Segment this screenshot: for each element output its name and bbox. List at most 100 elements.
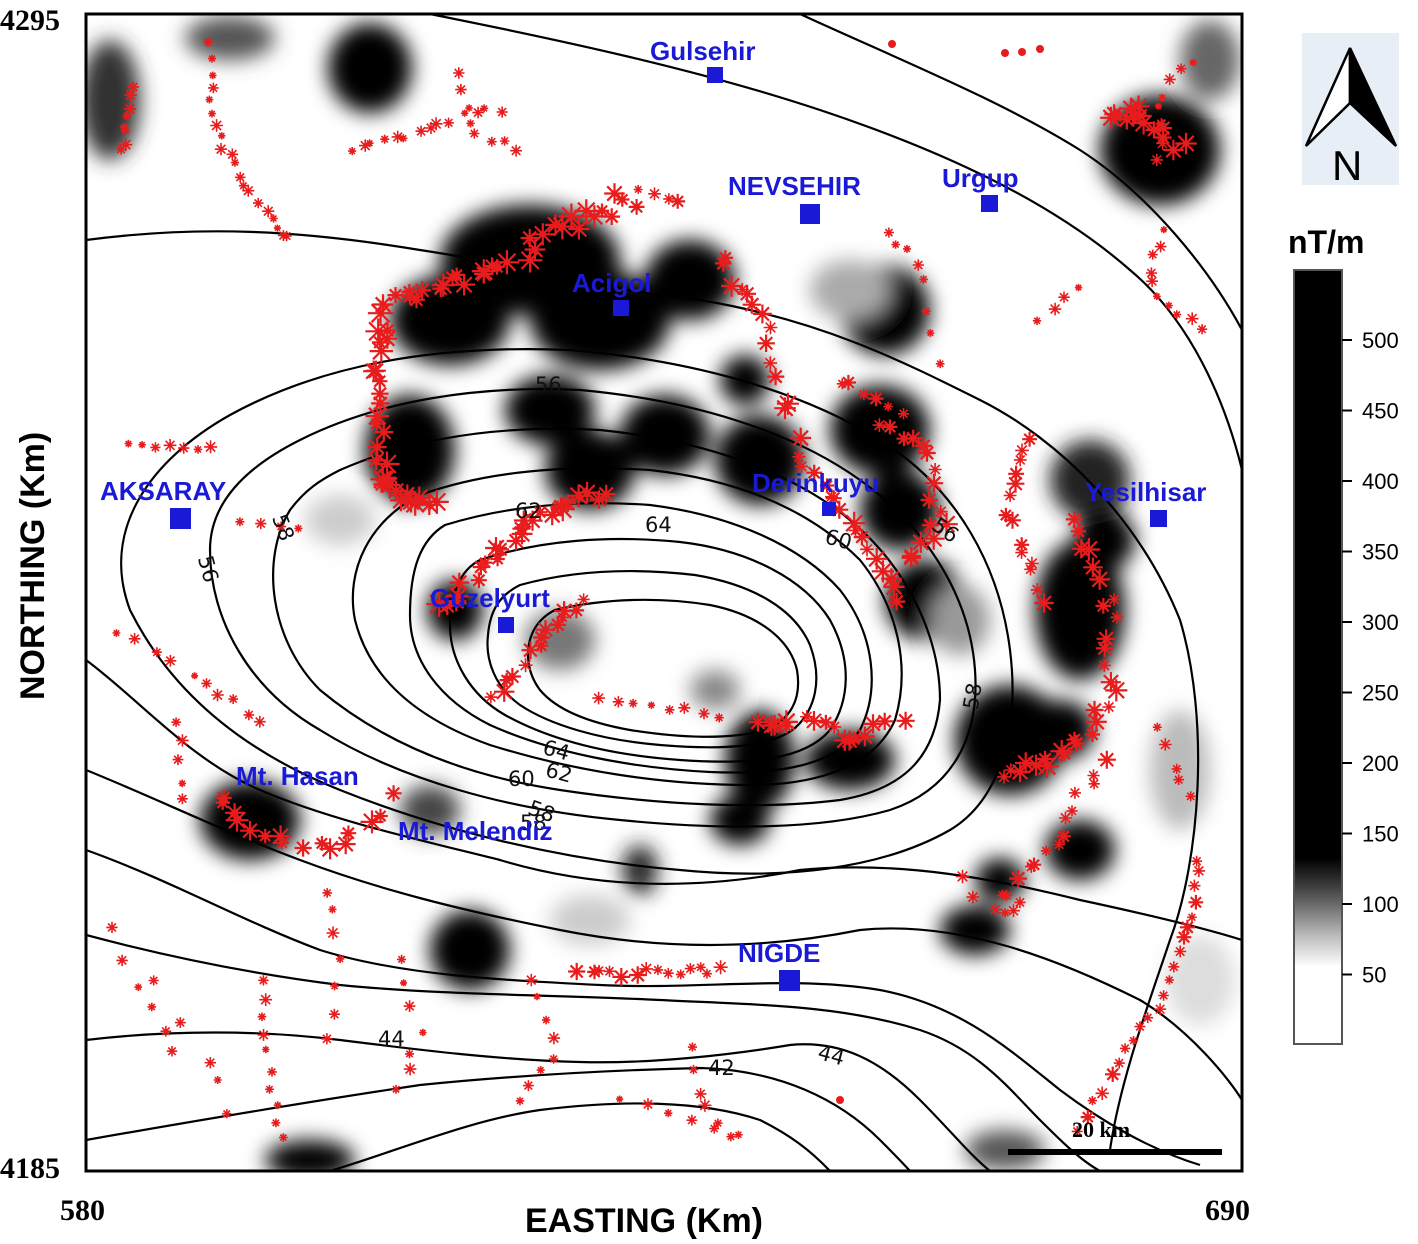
epicenter-star bbox=[328, 905, 337, 914]
epicenter-star bbox=[160, 1025, 172, 1037]
epicenter-star bbox=[147, 1002, 157, 1012]
epicenter-star bbox=[955, 869, 970, 884]
epicenter-star bbox=[322, 888, 332, 898]
epicenter-star bbox=[524, 239, 546, 260]
epicenter-star bbox=[1053, 838, 1065, 851]
epicenter-star bbox=[218, 132, 226, 140]
epicenter-star bbox=[633, 185, 643, 194]
epicenter-star bbox=[576, 481, 598, 504]
epicenter-star bbox=[827, 719, 842, 734]
epicenter-star bbox=[818, 714, 834, 730]
epicenter-star bbox=[391, 1084, 401, 1094]
epicenter-star bbox=[748, 712, 768, 732]
epicenter-star bbox=[839, 730, 860, 751]
epicenter-star bbox=[694, 1088, 707, 1100]
epicenter-star bbox=[1134, 1021, 1146, 1033]
epicenter-star bbox=[567, 484, 590, 508]
epicenter-star bbox=[510, 144, 522, 157]
epicenter-star bbox=[390, 489, 412, 512]
epicenter-star bbox=[629, 966, 647, 984]
epicenter-star bbox=[491, 540, 510, 559]
epicenter-star bbox=[367, 437, 387, 457]
epicenter-star bbox=[583, 205, 606, 228]
epicenter-star bbox=[520, 228, 539, 248]
epicenter-star bbox=[499, 672, 514, 688]
contour-label: 44 bbox=[378, 1027, 405, 1051]
colorbar-tick-label: 350 bbox=[1362, 540, 1399, 565]
contour-label: 58 bbox=[959, 681, 987, 711]
epicenter-star bbox=[123, 102, 137, 116]
epicenter-star bbox=[127, 81, 139, 93]
epicenter-star bbox=[921, 516, 939, 534]
towns-layer: Gulsehir NEVSEHIR Urgup Acigol AKSARAY D… bbox=[100, 36, 1206, 991]
colorbar-tick-label: 250 bbox=[1362, 681, 1399, 706]
epicenter-star bbox=[639, 962, 654, 976]
epicenter-star bbox=[912, 259, 924, 271]
epicenter-star bbox=[391, 130, 404, 144]
epicenter-star bbox=[628, 698, 638, 708]
epicenter-star bbox=[1077, 538, 1101, 561]
epicenter-star bbox=[400, 490, 423, 513]
epicenter-star bbox=[1154, 1003, 1167, 1016]
epicenter-star bbox=[273, 224, 281, 232]
epicenter-star bbox=[920, 491, 938, 509]
epicenter-star bbox=[921, 307, 931, 316]
epicenter-star bbox=[259, 993, 273, 1007]
epicenter-star bbox=[1128, 1036, 1139, 1046]
epicenter-star bbox=[124, 439, 133, 448]
epicenter-star bbox=[612, 968, 631, 986]
epicenter-star bbox=[201, 678, 212, 689]
colorbar-ramp bbox=[1293, 269, 1343, 1045]
epicenter-star bbox=[533, 992, 541, 1001]
epicenter-star bbox=[1176, 929, 1192, 945]
town-marker bbox=[981, 195, 998, 212]
epicenter-star bbox=[116, 954, 128, 967]
epicenter-star bbox=[148, 975, 159, 986]
x-max-label: 690 bbox=[1205, 1194, 1250, 1227]
epicenter-star bbox=[1154, 240, 1167, 253]
epicenter-star bbox=[675, 969, 686, 980]
town-marker bbox=[707, 67, 723, 83]
scale-bar-label: 20 km bbox=[1072, 1117, 1130, 1142]
epicenter-star bbox=[587, 964, 602, 980]
epicenter-star bbox=[360, 810, 384, 834]
gradient-anomaly-layer bbox=[86, 16, 1240, 1171]
epicenter-star bbox=[603, 208, 620, 225]
epicenter-star bbox=[267, 1067, 277, 1077]
colorbar-tick-label: 100 bbox=[1362, 892, 1399, 917]
epicenter-star bbox=[872, 418, 887, 432]
epicenter-star bbox=[230, 158, 240, 167]
epicenter-star bbox=[210, 119, 223, 132]
epicenter-star bbox=[178, 779, 186, 788]
epicenter-star bbox=[176, 734, 189, 747]
epicenter-star bbox=[240, 820, 260, 841]
epicenter-star bbox=[860, 542, 874, 557]
epicenter-star bbox=[1188, 879, 1201, 892]
epicenter-star bbox=[709, 1123, 720, 1134]
epicenter-star bbox=[518, 658, 533, 673]
epicenter-star bbox=[866, 548, 888, 570]
epicenter-star bbox=[437, 596, 457, 616]
contour-label: 56 bbox=[535, 373, 562, 397]
epicenter-star bbox=[568, 602, 585, 619]
epicenter-star bbox=[1154, 119, 1172, 137]
epicenter-star bbox=[469, 128, 480, 139]
epicenter-star bbox=[919, 275, 928, 284]
epicenter-star bbox=[800, 710, 814, 724]
epicenter-star bbox=[596, 484, 616, 504]
town-label-yesilhisar: Yesilhisar bbox=[1085, 477, 1206, 507]
epicenter-star bbox=[371, 334, 388, 351]
epicenter-star bbox=[119, 123, 129, 132]
epicenter-star bbox=[1120, 97, 1143, 120]
epicenter-star bbox=[397, 954, 407, 964]
epicenter-star bbox=[790, 427, 812, 449]
epicenter-star bbox=[742, 295, 761, 314]
epicenter-star bbox=[164, 654, 177, 667]
epicenter-star bbox=[863, 714, 883, 734]
epicenter-star bbox=[717, 250, 734, 266]
epicenter-star bbox=[853, 529, 870, 546]
epicenter-star bbox=[172, 754, 184, 766]
epicenter-star bbox=[486, 136, 497, 147]
epicenter-star bbox=[603, 965, 616, 977]
